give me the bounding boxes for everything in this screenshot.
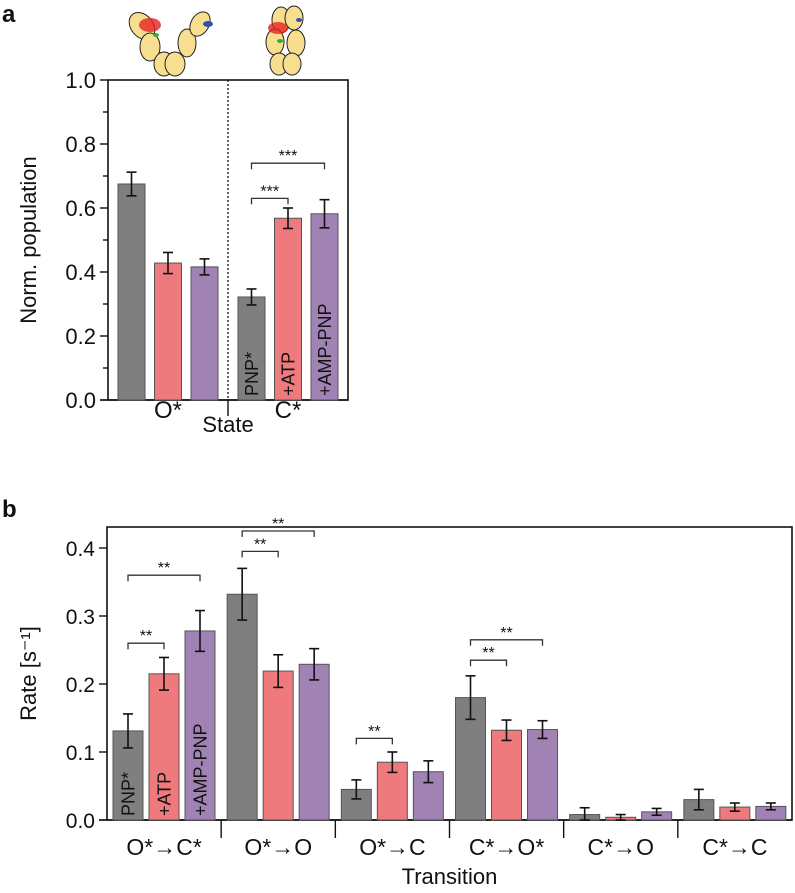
significance-stars: *** [279,148,298,165]
y-tick-label: 0.2 [65,324,96,349]
significance-stars: ** [500,625,512,642]
significance-stars: ** [272,516,284,533]
panel-a-chart: 0.0 0.2 0.4 0.6 0.8 1.0 Norm. population State O… [16,68,349,437]
bar-amppnp [184,630,216,821]
category-label: O*→C [359,834,425,860]
bar-series-label: PNP* [242,352,262,396]
y-axis-label: Norm. population [16,156,41,324]
x-axis-label: Transition [402,864,498,889]
y-tick-label: 0.2 [66,674,95,697]
category-label: C*→C [702,834,767,860]
bar-atp [262,670,294,821]
significance-stars: *** [260,183,279,200]
significance-bracket [250,162,326,170]
bar-series-label: +ATP [278,352,298,396]
significance-bracket [127,642,165,650]
significance-bracket [241,530,315,537]
bar-pnp [237,296,266,401]
open-state-cartoon-icon [128,11,213,77]
bar-series-label: +ATP [154,772,174,816]
category-label: C*→O* [469,834,544,860]
bar-amppnp [310,213,339,401]
y-tick-label: 0.3 [66,606,95,629]
panel-label-b: b [2,496,17,523]
bar-amppnp [190,266,219,401]
bar-series-label: +AMP-PNP [315,303,335,396]
bar-series-label: +AMP-PNP [190,723,210,816]
significance-bracket [355,737,393,745]
significance-stars: ** [158,560,170,577]
significance-stars: ** [140,628,152,645]
closed-state-cartoon-icon [265,5,306,76]
category-label: C*→O [588,834,654,860]
significance-stars: ** [368,723,380,740]
y-tick-label: 0.0 [65,388,96,413]
category-label: C* [275,397,302,424]
bar-series-label: PNP* [118,772,138,816]
bar-pnp [117,183,146,401]
category-label: O*→C* [126,834,201,860]
category-label: O* [154,397,182,424]
bar-pnp [226,593,258,821]
bar-atp [154,262,182,401]
bar-atp [274,217,302,401]
y-axis-label: Rate [s⁻¹] [16,626,41,721]
y-tick-label: 0.6 [65,196,96,221]
significance-bracket [127,574,201,582]
significance-bracket [469,639,544,646]
significance-stars: ** [254,536,266,553]
significance-bracket [469,659,508,667]
category-label: O*→O [244,834,312,860]
bar-atp [491,729,522,821]
bar-amppnp [298,663,330,821]
y-tick-label: 0.8 [65,132,96,157]
significance-bracket [250,197,289,205]
significance-stars: ** [482,645,494,662]
x-axis-label: State [202,412,253,437]
y-tick-label: 0.0 [66,810,95,833]
significance-bracket [241,550,279,558]
bar-amppnp [527,729,558,821]
y-tick-label: 1.0 [65,68,96,93]
panel-label-a: a [2,1,16,28]
y-tick-label: 0.4 [66,538,96,561]
y-tick-label: 0.4 [65,260,96,285]
y-tick-label: 0.1 [66,742,95,765]
